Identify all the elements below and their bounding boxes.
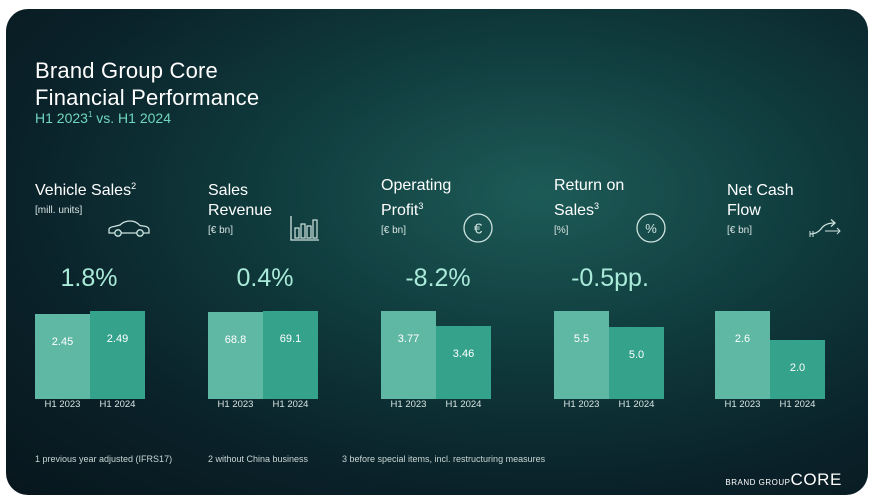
kpi-title: Operating Profit3 bbox=[381, 176, 551, 221]
bar-value-label: 5.5 bbox=[573, 333, 590, 345]
bar-net-cash-flow-h1-2024 bbox=[770, 340, 825, 399]
bar-vehicle-sales-h1-2023 bbox=[35, 314, 90, 399]
euro-circle-icon: € bbox=[463, 213, 493, 243]
bar-value-label: 2.49 bbox=[106, 333, 129, 345]
brand-small: BRAND GROUP bbox=[725, 478, 791, 487]
kpi-unit: [€ bn] bbox=[208, 225, 234, 236]
kpi-title-text-2: Profit bbox=[381, 202, 419, 219]
subtitle-period-1: H1 2023 bbox=[35, 110, 88, 126]
bar-chart-icon bbox=[290, 216, 319, 241]
bar-value-label: 5.0 bbox=[628, 349, 645, 362]
bar-category-label: H1 2023 bbox=[724, 399, 761, 410]
svg-text:%: % bbox=[645, 221, 657, 236]
kpi-net-cash-flow: Net Cash Flow [€ bn] bbox=[727, 176, 868, 236]
bar-category-label: H1 2024 bbox=[272, 399, 309, 410]
bar-value-label: 3.46 bbox=[452, 347, 475, 360]
bar-category-label: H1 2024 bbox=[618, 399, 655, 410]
change-return-on-sales: -0.5pp. bbox=[571, 264, 649, 292]
bar-value-label: 68.8 bbox=[224, 334, 247, 347]
car-icon bbox=[108, 220, 150, 237]
bar-vehicle-sales-h1-2024 bbox=[90, 311, 145, 399]
slide: Brand Group Core Financial Performance H… bbox=[6, 9, 868, 495]
cash-flow-arrow-icon bbox=[809, 219, 841, 237]
kpi-title-text-2: Sales bbox=[554, 202, 595, 219]
kpi-title-text: Net Cash bbox=[727, 182, 794, 199]
kpi-title-text: Operating bbox=[381, 177, 452, 194]
kpi-vehicle-sales: Vehicle Sales2 [mill. units] bbox=[35, 176, 205, 216]
bar-return-on-sales-h1-2024 bbox=[609, 327, 664, 399]
kpi-unit: [%] bbox=[554, 225, 569, 236]
bar-category-label: H1 2023 bbox=[217, 399, 254, 410]
kpi-title-text: Return on bbox=[554, 177, 625, 194]
bar-category-label: H1 2023 bbox=[390, 399, 427, 410]
kpi-title-text-2: Flow bbox=[727, 202, 761, 219]
bar-sales-revenue-h1-2024 bbox=[263, 311, 318, 399]
kpi-title-sup: 3 bbox=[594, 201, 600, 211]
footnote-2: 2 without China business bbox=[208, 454, 309, 464]
page-title: Brand Group Core Financial Performance bbox=[35, 57, 259, 111]
bar-net-cash-flow-h1-2023 bbox=[715, 311, 770, 399]
bar-value-label: 2.0 bbox=[789, 362, 806, 375]
title-line-2: Financial Performance bbox=[35, 85, 260, 110]
kpi-unit: [€ bn] bbox=[727, 225, 753, 236]
kpi-unit: [€ bn] bbox=[381, 225, 407, 236]
change-sales-revenue: 0.4% bbox=[236, 264, 294, 292]
brand-logo: BRAND GROUPCORE bbox=[725, 470, 842, 490]
bar-category-label: H1 2023 bbox=[563, 399, 600, 410]
footnote-1: 1 previous year adjusted (IFRS17) bbox=[35, 454, 173, 464]
bar-value-label: 2.6 bbox=[734, 333, 751, 345]
brand-big: CORE bbox=[790, 470, 842, 489]
change-vehicle-sales: 1.8% bbox=[60, 264, 118, 292]
subtitle: H1 20231 vs. H1 2024 bbox=[35, 110, 171, 126]
footnote-3: 3 before special items, incl. restructur… bbox=[342, 454, 546, 464]
bar-value-label: 69.1 bbox=[279, 333, 302, 345]
kpi-return-on-sales: Return on Sales3 [%] bbox=[554, 176, 724, 236]
bar-category-label: H1 2024 bbox=[99, 399, 136, 410]
kpi-unit: [mill. units] bbox=[35, 205, 83, 216]
kpi-title: Return on Sales3 bbox=[554, 176, 724, 221]
subtitle-period-2: vs. H1 2024 bbox=[92, 110, 171, 126]
kpi-operating-profit: Operating Profit3 [€ bn] bbox=[381, 176, 551, 236]
kpi-title-text: Sales bbox=[208, 182, 249, 199]
kpi-sales-revenue: Sales Revenue [€ bn] bbox=[208, 176, 378, 236]
bar-category-label: H1 2024 bbox=[445, 399, 482, 410]
kpi-title: Sales Revenue bbox=[208, 176, 378, 221]
kpi-title: Net Cash Flow bbox=[727, 176, 868, 221]
bar-value-label: 2.45 bbox=[51, 336, 74, 349]
svg-text:€: € bbox=[474, 221, 483, 238]
title-line-1: Brand Group Core bbox=[35, 58, 218, 83]
bar-operating-profit-h1-2023 bbox=[381, 311, 436, 399]
change-operating-profit: -8.2% bbox=[405, 264, 471, 292]
bar-category-label: H1 2023 bbox=[44, 399, 81, 410]
subtitle-footnote-ref: 1 bbox=[87, 110, 93, 119]
bar-category-label: H1 2024 bbox=[779, 399, 816, 410]
kpi-title: Vehicle Sales2 bbox=[35, 176, 205, 201]
kpi-title-text-2: Revenue bbox=[208, 202, 273, 219]
percent-circle-icon: % bbox=[636, 213, 666, 243]
kpi-title-sup: 3 bbox=[418, 201, 424, 211]
bar-return-on-sales-h1-2023 bbox=[554, 311, 609, 399]
bar-sales-revenue-h1-2023 bbox=[208, 312, 263, 399]
kpi-title-sup: 2 bbox=[131, 181, 137, 191]
bar-operating-profit-h1-2024 bbox=[436, 325, 491, 399]
bar-value-label: 3.77 bbox=[397, 333, 420, 345]
kpi-title-text: Vehicle Sales bbox=[35, 182, 132, 199]
